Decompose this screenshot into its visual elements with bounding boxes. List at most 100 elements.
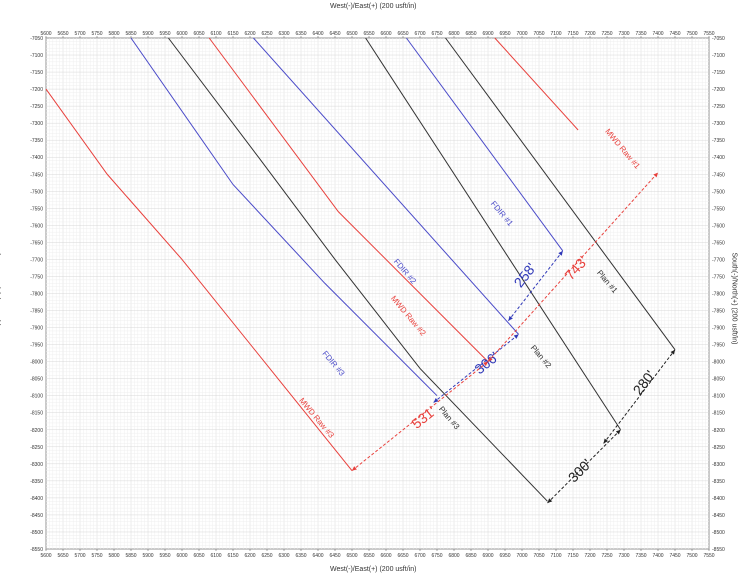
x-tick-label-bottom: 5850 <box>125 553 136 559</box>
y-tick-label-left: -7700 <box>30 257 43 263</box>
y-tick-label-right: -8050 <box>712 377 725 383</box>
y-tick-label-left: -8350 <box>30 479 43 485</box>
x-tick-label-top: 6850 <box>465 31 476 37</box>
y-tick-label-left: -7350 <box>30 138 43 144</box>
x-tick-label-bottom: 6950 <box>499 553 510 559</box>
x-tick-label-top: 6900 <box>482 31 493 37</box>
dimension-line <box>433 333 519 403</box>
x-tick-label-bottom: 7050 <box>533 553 544 559</box>
x-tick-label-top: 7000 <box>516 31 527 37</box>
x-tick-label-top: 7200 <box>584 31 595 37</box>
x-tick-label-top: 6250 <box>261 31 272 37</box>
y-tick-label-right: -7500 <box>712 189 725 195</box>
y-tick-label-right: -8450 <box>712 513 725 519</box>
y-tick-label-right: -7050 <box>712 36 725 42</box>
x-tick-label-top: 7150 <box>567 31 578 37</box>
x-tick-label-top: 6650 <box>397 31 408 37</box>
dimension-arrowhead <box>547 498 553 504</box>
x-tick-label-bottom: 6700 <box>414 553 425 559</box>
x-tick-label-bottom: 7400 <box>652 553 663 559</box>
x-tick-label-top: 6450 <box>329 31 340 37</box>
x-tick-label-top: 6000 <box>176 31 187 37</box>
x-tick-label-bottom: 7000 <box>516 553 527 559</box>
x-tick-label-top: 6350 <box>295 31 306 37</box>
y-tick-label-left: -8400 <box>30 496 43 502</box>
y-tick-label-left: -8250 <box>30 445 43 451</box>
x-tick-label-bottom: 7450 <box>669 553 680 559</box>
y-tick-label-right: -8550 <box>712 547 725 553</box>
x-tick-label-bottom: 6100 <box>210 553 221 559</box>
x-tick-label-bottom: 7100 <box>550 553 561 559</box>
y-tick-label-right: -7950 <box>712 343 725 349</box>
y-axis-title-left: South(-)/North(+) (200 usft/in) <box>0 252 2 344</box>
x-tick-label-bottom: 6900 <box>482 553 493 559</box>
x-tick-label-top: 7500 <box>686 31 697 37</box>
y-tick-label-left: -7550 <box>30 206 43 212</box>
dimension-line <box>547 429 621 504</box>
dimension-arrowhead <box>433 398 439 403</box>
y-tick-label-left: -7900 <box>30 326 43 332</box>
y-tick-label-right: -8350 <box>712 479 725 485</box>
y-tick-label-right: -7700 <box>712 257 725 263</box>
y-tick-label-left: -7950 <box>30 343 43 349</box>
x-tick-label-bottom: 6450 <box>329 553 340 559</box>
x-tick-label-bottom: 5750 <box>91 553 102 559</box>
dimension-arrowhead <box>488 356 493 362</box>
x-tick-label-top: 5850 <box>125 31 136 37</box>
x-tick-label-top: 6100 <box>210 31 221 37</box>
dimension-arrowhead <box>558 250 563 256</box>
x-tick-label-bottom: 6500 <box>346 553 357 559</box>
series-line <box>365 37 622 431</box>
x-tick-label-bottom: 6050 <box>193 553 204 559</box>
x-tick-label-top: 6200 <box>244 31 255 37</box>
series-line <box>168 37 548 502</box>
x-tick-label-bottom: 6550 <box>363 553 374 559</box>
x-tick-label-top: 7550 <box>703 31 714 37</box>
x-tick-label-bottom: 5800 <box>108 553 119 559</box>
x-tick-label-top: 6050 <box>193 31 204 37</box>
series-line <box>45 88 353 471</box>
y-tick-label-left: -7750 <box>30 274 43 280</box>
y-tick-label-left: -8450 <box>30 513 43 519</box>
x-tick-label-bottom: 7300 <box>618 553 629 559</box>
x-tick-label-bottom: 5650 <box>57 553 68 559</box>
series-line <box>445 37 676 351</box>
x-tick-label-top: 5600 <box>40 31 51 37</box>
y-tick-label-right: -7450 <box>712 172 725 178</box>
x-axis-title-top: West(-)/East(+) (200 usft/in) <box>330 3 417 10</box>
y-tick-label-left: -7650 <box>30 240 43 246</box>
y-tick-label-right: -8400 <box>712 496 725 502</box>
x-tick-label-top: 5700 <box>74 31 85 37</box>
x-tick-label-top: 7300 <box>618 31 629 37</box>
x-tick-label-top: 6800 <box>448 31 459 37</box>
x-tick-label-bottom: 7500 <box>686 553 697 559</box>
y-tick-label-left: -7400 <box>30 155 43 161</box>
dimension-arrowhead <box>352 466 357 471</box>
y-tick-label-right: -8100 <box>712 394 725 400</box>
series-line <box>494 37 579 131</box>
x-tick-label-top: 6750 <box>431 31 442 37</box>
x-tick-label-bottom: 6400 <box>312 553 323 559</box>
y-tick-label-left: -7450 <box>30 172 43 178</box>
x-tick-label-bottom: 7550 <box>703 553 714 559</box>
x-tick-label-top: 6150 <box>227 31 238 37</box>
x-axis-title-bottom: West(-)/East(+) (200 usft/in) <box>330 566 417 573</box>
y-tick-label-right: -7550 <box>712 206 725 212</box>
y-tick-label-left: -7100 <box>30 53 43 59</box>
y-tick-label-right: -7150 <box>712 70 725 76</box>
x-tick-label-top: 7350 <box>635 31 646 37</box>
y-tick-label-left: -8150 <box>30 411 43 417</box>
y-tick-label-right: -8300 <box>712 462 725 468</box>
dimension-line <box>351 361 489 472</box>
y-tick-label-left: -7300 <box>30 121 43 127</box>
y-tick-label-right: -8000 <box>712 360 725 366</box>
y-tick-label-right: -7750 <box>712 274 725 280</box>
y-tick-label-right: -8500 <box>712 530 725 536</box>
y-tick-label-right: -7600 <box>712 223 725 229</box>
y-tick-label-right: -8200 <box>712 428 725 434</box>
x-tick-label-bottom: 6850 <box>465 553 476 559</box>
x-tick-label-bottom: 6350 <box>295 553 306 559</box>
y-tick-label-right: -8150 <box>712 411 725 417</box>
x-tick-label-bottom: 7350 <box>635 553 646 559</box>
